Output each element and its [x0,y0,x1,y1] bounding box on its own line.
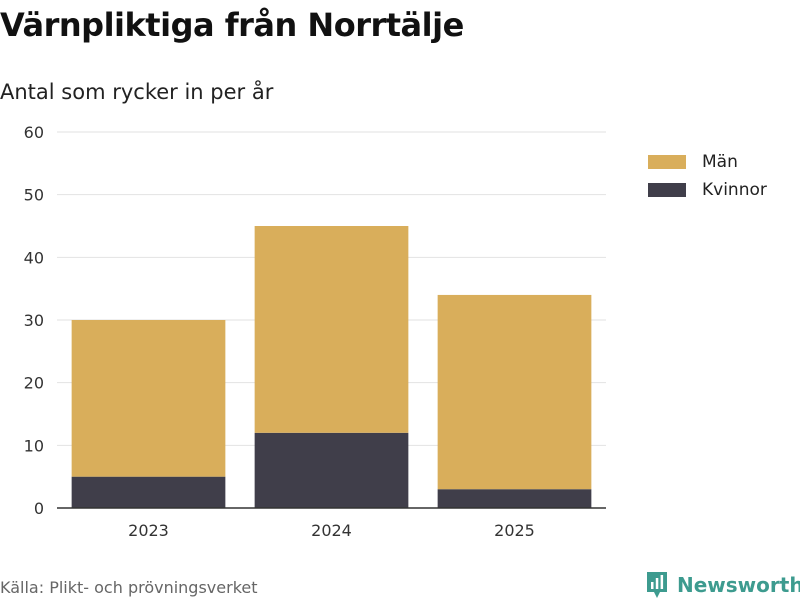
legend-item: Män [648,148,767,176]
bar-segment [71,320,226,477]
chart-title: Värnpliktiga från Norrtälje [0,6,464,44]
x-tick-label: 2024 [311,521,352,540]
y-tick-label: 0 [34,499,44,518]
brand[interactable]: Newsworthy [645,570,800,600]
y-tick-label: 30 [24,311,44,330]
chart-subtitle: Antal som rycker in per år [0,80,274,104]
y-tick-label: 10 [24,436,44,455]
bar-segment [254,432,409,508]
newsworthy-logo-icon [647,572,667,598]
y-tick-label: 60 [24,123,44,142]
brand-name: Newsworthy [677,573,800,597]
bar-segment [437,294,592,490]
bar-segment [71,476,226,508]
legend-label: Män [702,152,738,172]
x-tick-label: 2023 [128,521,169,540]
source-note: Källa: Plikt- och prövningsverket [0,578,258,597]
y-tick-label: 40 [24,248,44,267]
x-tick-label: 2025 [494,521,535,540]
legend-item: Kvinnor [648,176,767,204]
legend: Män Kvinnor [648,148,767,204]
legend-swatch [648,183,686,197]
y-tick-label: 20 [24,374,44,393]
bar-segment [437,489,592,508]
legend-swatch [648,155,686,169]
bar-segment [254,226,409,433]
y-tick-label: 50 [24,186,44,205]
legend-label: Kvinnor [702,180,767,200]
